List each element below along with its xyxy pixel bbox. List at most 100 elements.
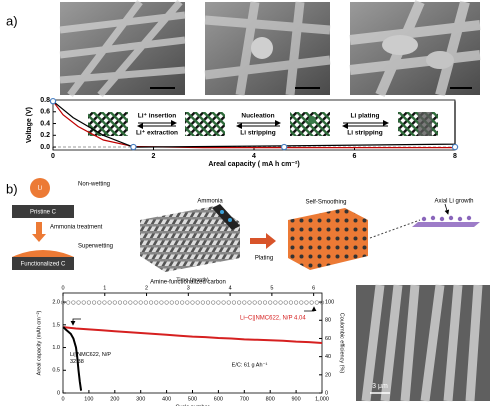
data-point bbox=[117, 300, 123, 305]
data-point bbox=[231, 300, 237, 305]
x2-tick-label: 0 bbox=[61, 285, 64, 291]
data-point bbox=[283, 300, 288, 305]
plot-frame bbox=[62, 292, 323, 394]
marker bbox=[280, 143, 288, 151]
process-arrows bbox=[137, 120, 389, 129]
data-point bbox=[205, 300, 211, 305]
data-point bbox=[247, 300, 252, 305]
marker bbox=[451, 143, 459, 151]
annotation: Li⁺ extraction bbox=[136, 130, 178, 137]
data-point bbox=[91, 300, 97, 305]
x2-tick-label: 5 bbox=[270, 285, 273, 291]
data-point bbox=[304, 300, 309, 305]
data-point bbox=[221, 300, 226, 305]
data-point bbox=[81, 300, 86, 305]
y2-axis-label: Coulombic efficiency (%) bbox=[339, 313, 345, 374]
x2-tick-label: 4 bbox=[229, 285, 232, 291]
marker bbox=[130, 143, 137, 151]
diagram-label: Amine-functionalized carbon bbox=[150, 280, 226, 286]
y-tick-label: 0.4 bbox=[40, 120, 50, 127]
data-point bbox=[148, 300, 154, 305]
x2-tick-label: 1 bbox=[103, 285, 106, 291]
series-label-box: Li||NMC622, N/P 32.38 bbox=[70, 352, 111, 365]
x-tick-label: 300 bbox=[136, 396, 145, 402]
data-point bbox=[200, 300, 205, 305]
diagram-label: Superwetting bbox=[78, 244, 113, 250]
x-tick-label: 500 bbox=[188, 396, 197, 402]
data-point bbox=[278, 300, 283, 305]
data-point bbox=[216, 300, 221, 305]
x-tick-label: 800 bbox=[266, 396, 275, 402]
sem-image bbox=[204, 1, 331, 96]
annotation: E/C: 61 g Ah⁻¹ bbox=[232, 362, 268, 368]
x-tick-label: 900 bbox=[292, 396, 301, 402]
data-point bbox=[123, 300, 128, 305]
callout-arrow bbox=[304, 306, 317, 312]
chart: 0 2 4 6 8 0.0 0.2 0.4 0.6 0.8 Areal capacity ( mA … bbox=[26, 97, 459, 168]
x-tick-label: 400 bbox=[162, 396, 171, 402]
data-point bbox=[128, 300, 133, 305]
panel-label: b) bbox=[6, 181, 18, 196]
y-tick-label: 0.8 bbox=[40, 97, 50, 104]
data-point bbox=[169, 300, 174, 305]
callout-arrow bbox=[70, 318, 81, 326]
diagram-label: Ammonia treatment bbox=[50, 225, 103, 231]
x-tick-label: 700 bbox=[240, 396, 249, 402]
series-line bbox=[62, 326, 83, 391]
annotation: Nucleation bbox=[241, 113, 274, 120]
data-point bbox=[159, 300, 164, 305]
data-point bbox=[102, 300, 107, 305]
y-axis-label: Voltage (V) bbox=[26, 107, 33, 143]
y-tick-label: 2.0 bbox=[52, 300, 60, 306]
data-point bbox=[309, 300, 314, 305]
data-point bbox=[268, 300, 273, 305]
annotation: Li stripping bbox=[240, 130, 275, 137]
data-point bbox=[107, 300, 112, 305]
data-point bbox=[60, 300, 66, 305]
annotation: Li plating bbox=[351, 113, 380, 120]
x-axis-label: Areal capacity ( mA h cm⁻²) bbox=[208, 161, 299, 168]
data-point bbox=[143, 300, 148, 305]
y2-tick-label: 100 bbox=[325, 300, 334, 306]
y2-tick-label: 80 bbox=[325, 318, 331, 324]
diagram-label: Functionalized C bbox=[21, 262, 66, 268]
diagram-label: Pristine C bbox=[30, 210, 57, 216]
x2-axis-label: Time (month) bbox=[176, 277, 209, 283]
data-point bbox=[252, 300, 257, 305]
chart: 0 100 200 300 400 500 600 700 800 900 1,00000.51.0… bbox=[36, 277, 344, 406]
sem-image bbox=[59, 0, 186, 98]
x-tick-label: 200 bbox=[110, 396, 119, 402]
x-tick-label: 4 bbox=[252, 153, 256, 160]
data-point bbox=[71, 300, 76, 305]
data-point bbox=[262, 300, 268, 305]
y-tick-label: 0.5 bbox=[52, 368, 60, 374]
y2-tick-label: 60 bbox=[325, 336, 331, 342]
x-axis-label: Cycle number bbox=[176, 404, 210, 406]
series-label: Li||NMC622, N/P 32.38 bbox=[70, 352, 111, 365]
panel-label: a) bbox=[6, 13, 18, 28]
data-point bbox=[211, 300, 216, 305]
data-point bbox=[180, 300, 185, 305]
data-point bbox=[319, 300, 325, 305]
x-tick-label: 100 bbox=[84, 396, 93, 402]
data-point bbox=[138, 300, 143, 305]
x-tick-label: 6 bbox=[353, 153, 357, 160]
diagram-label: Ammonia bbox=[197, 199, 223, 205]
data-point bbox=[66, 300, 71, 305]
annotation: Li⁺ insertion bbox=[138, 113, 176, 120]
data-point bbox=[185, 300, 190, 305]
data-point bbox=[294, 300, 299, 305]
data-point bbox=[288, 300, 294, 305]
data-point bbox=[174, 300, 180, 305]
y-axis-label: Areal capacity (mAh cm⁻²) bbox=[36, 311, 42, 376]
data-point bbox=[314, 300, 319, 305]
y-tick-label: 0.0 bbox=[40, 144, 50, 151]
y2-tick-label: 40 bbox=[325, 354, 331, 360]
y-tick-label: 0 bbox=[57, 390, 60, 396]
marker bbox=[49, 97, 57, 105]
x2-tick-label: 3 bbox=[187, 285, 190, 291]
x-tick-label: 0 bbox=[51, 153, 55, 160]
x-tick-label: 1,000 bbox=[315, 396, 329, 402]
data-point bbox=[97, 300, 102, 305]
